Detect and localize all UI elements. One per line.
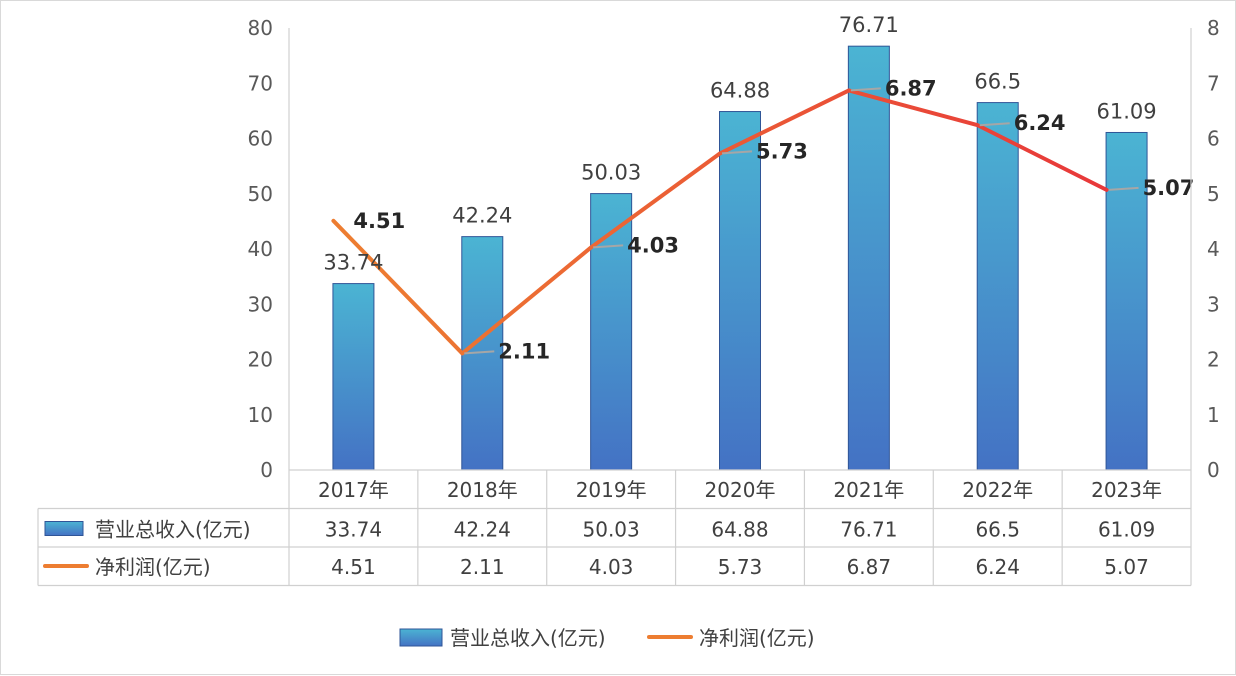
table-cell-value: 33.74 (325, 518, 382, 542)
left-axis-tick-label: 60 (248, 127, 273, 151)
table-category-label: 2017年 (318, 478, 389, 502)
right-axis-tick-label: 2 (1207, 348, 1220, 372)
bar-data-label: 50.03 (581, 161, 641, 185)
left-axis-tick-label: 80 (248, 16, 273, 40)
data-table: 2017年 2018年 2019年 2020年 2021年 2022年 2023年营业总收入… (37, 28, 1192, 587)
table-category-label: 2020年 (705, 478, 776, 502)
table-row-label: 营业总收入(亿元) (95, 518, 251, 542)
bar (332, 283, 375, 471)
bar (847, 45, 890, 471)
left-axis-tick-label: 70 (248, 71, 273, 95)
table-cell-value: 4.51 (331, 555, 376, 579)
right-axis-tick-label: 4 (1207, 237, 1220, 261)
bar-data-label: 33.74 (323, 251, 383, 275)
line-data-label: 5.07 (1143, 176, 1195, 200)
line-data-label: 4.51 (353, 209, 405, 233)
left-axis-tick-label: 20 (248, 348, 273, 372)
bar-data-labels: 33.74 42.24 50.03 64.88 76.71 66.5 61.09 (323, 13, 1156, 274)
label-leader-lines (464, 87, 1139, 355)
legend-key-bar (399, 628, 443, 647)
table-category-label: 2021年 (833, 478, 904, 502)
table-cell-value: 6.87 (847, 555, 892, 579)
bar-data-label: 76.71 (839, 13, 899, 37)
table-row-label: 净利润(亿元) (95, 555, 211, 579)
label-leader-line (979, 122, 1010, 127)
right-axis-tick-label: 5 (1207, 182, 1220, 206)
label-leader-line (1108, 186, 1139, 191)
line-data-label: 6.87 (885, 76, 937, 100)
left-axis-tick-label: 50 (248, 182, 273, 206)
bar-data-label: 66.5 (974, 70, 1021, 94)
table-cell-value: 61.09 (1098, 518, 1155, 542)
bar (590, 193, 633, 471)
table-cell-value: 4.03 (589, 555, 634, 579)
table-cell-value: 76.71 (840, 518, 897, 542)
left-y-axis: 0 10 20 30 40 50 60 70 80 (248, 16, 273, 482)
right-axis-tick-label: 8 (1207, 16, 1220, 40)
line-data-label: 6.24 (1014, 111, 1066, 135)
label-leader-line (464, 350, 495, 355)
right-axis-tick-label: 0 (1207, 458, 1220, 482)
table-legend-key-bar (44, 521, 84, 536)
bar-data-label: 61.09 (1097, 99, 1157, 123)
line-data-label: 2.11 (498, 339, 550, 363)
line-path (331, 88, 1109, 356)
table-cell-value: 66.5 (975, 518, 1020, 542)
right-axis-tick-label: 3 (1207, 292, 1220, 316)
table-category-label: 2018年 (447, 478, 518, 502)
table-category-label: 2019年 (576, 478, 647, 502)
right-y-axis: 0 1 2 3 4 5 6 7 8 (1207, 16, 1220, 482)
table-category-label: 2023年 (1091, 478, 1162, 502)
bar-data-label: 64.88 (710, 79, 770, 103)
legend-label: 营业总收入(亿元) (450, 626, 606, 650)
left-axis-tick-label: 0 (260, 458, 273, 482)
label-leader-line (850, 87, 881, 92)
left-axis-tick-label: 10 (248, 403, 273, 427)
label-leader-line (721, 150, 753, 155)
left-axis-tick-label: 40 (248, 237, 273, 261)
table-cell-value: 64.88 (711, 518, 768, 542)
line-data-label: 5.73 (756, 139, 808, 163)
table-cell-value: 42.24 (454, 518, 511, 542)
line-data-label: 4.03 (627, 233, 679, 257)
table-cell-value: 50.03 (583, 518, 640, 542)
right-axis-tick-label: 6 (1207, 127, 1220, 151)
table-cell-value: 2.11 (460, 555, 505, 579)
table-cell-value: 6.24 (975, 555, 1020, 579)
right-axis-tick-label: 7 (1207, 71, 1220, 95)
legend: 营业总收入(亿元) 净利润(亿元) (399, 626, 815, 650)
left-axis-tick-label: 30 (248, 292, 273, 316)
table-category-label: 2022年 (962, 478, 1033, 502)
line-data-labels: 4.51 2.11 4.03 5.73 6.87 6.24 5.07 (353, 76, 1194, 363)
bar-series (332, 45, 1148, 471)
table-cell-value: 5.07 (1104, 555, 1149, 579)
right-axis-tick-label: 1 (1207, 403, 1220, 427)
bar (1105, 131, 1148, 471)
bar (719, 111, 761, 471)
bar (976, 102, 1019, 471)
bar-data-label: 42.24 (452, 204, 512, 228)
legend-label: 净利润(亿元) (699, 626, 815, 650)
line-series (331, 88, 1109, 356)
table-cell-value: 5.73 (718, 555, 763, 579)
label-leader-line (593, 244, 624, 249)
